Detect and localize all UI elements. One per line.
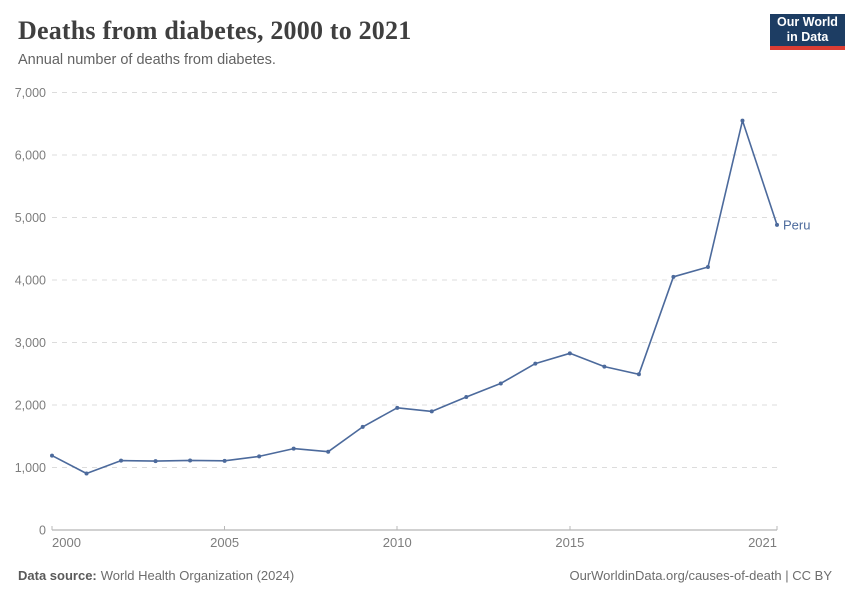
series-end-label-peru[interactable]: Peru xyxy=(783,217,810,232)
y-tick-label: 5,000 xyxy=(15,211,46,225)
data-point[interactable] xyxy=(429,409,434,414)
owid-logo[interactable]: Our World in Data xyxy=(770,14,845,50)
x-tick-label: 2000 xyxy=(52,535,81,550)
owid-logo-line1: Our World xyxy=(777,15,838,29)
data-point[interactable] xyxy=(775,222,779,227)
data-point[interactable] xyxy=(326,449,331,454)
data-source-label: Data source: xyxy=(18,568,97,583)
data-source: Data source: World Health Organization (2… xyxy=(18,568,294,583)
data-point[interactable] xyxy=(360,424,365,429)
y-tick-label: 0 xyxy=(39,524,46,538)
data-point[interactable] xyxy=(222,458,227,463)
data-point[interactable] xyxy=(153,459,158,464)
data-point[interactable] xyxy=(119,458,124,463)
y-tick-label: 3,000 xyxy=(15,336,46,350)
y-tick-label: 1,000 xyxy=(15,461,46,475)
x-tick-label: 2021 xyxy=(748,535,777,550)
data-point[interactable] xyxy=(84,471,89,476)
chart-subtitle: Annual number of deaths from diabetes. xyxy=(18,52,276,68)
y-tick-label: 4,000 xyxy=(15,274,46,288)
data-point[interactable] xyxy=(291,446,296,451)
data-point[interactable] xyxy=(257,454,262,459)
data-point[interactable] xyxy=(671,274,676,279)
data-point[interactable] xyxy=(464,395,469,399)
data-point[interactable] xyxy=(567,351,572,356)
y-tick-label: 7,000 xyxy=(15,86,46,100)
y-tick-label: 2,000 xyxy=(15,399,46,413)
chart-footer: Data source: World Health Organization (2… xyxy=(18,568,832,583)
credit-line: OurWorldinData.org/causes-of-death | CC … xyxy=(569,568,832,583)
data-point[interactable] xyxy=(50,453,54,458)
page-title: Deaths from diabetes, 2000 to 2021 xyxy=(18,16,412,45)
y-tick-label: 6,000 xyxy=(15,149,46,163)
data-point[interactable] xyxy=(705,265,710,269)
x-tick-label: 2015 xyxy=(555,535,584,550)
data-point[interactable] xyxy=(395,405,400,410)
owid-logo-line2: in Data xyxy=(786,30,829,44)
x-tick-label: 2010 xyxy=(383,535,412,550)
data-point[interactable] xyxy=(740,118,745,123)
line-chart: 0 1,000 2,000 3,000 4,000 5,000 6,000 7,000 2000… xyxy=(15,86,811,550)
data-source-value: World Health Organization (2024) xyxy=(100,568,295,583)
data-point[interactable] xyxy=(188,458,193,463)
x-tick-label: 2005 xyxy=(210,535,239,550)
data-line-peru[interactable] xyxy=(51,119,778,475)
data-point[interactable] xyxy=(533,361,538,366)
data-point[interactable] xyxy=(636,372,641,377)
data-point[interactable] xyxy=(498,381,503,386)
data-point[interactable] xyxy=(602,364,607,369)
